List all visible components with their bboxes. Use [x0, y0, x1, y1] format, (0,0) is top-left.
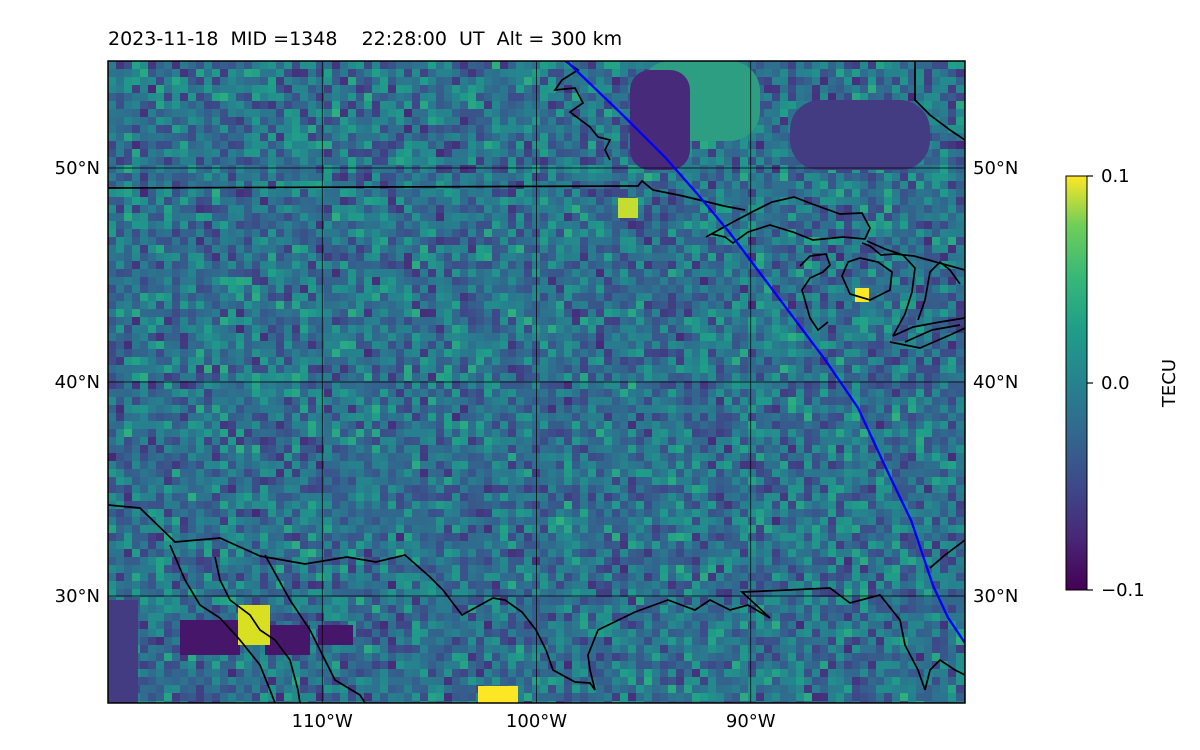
lat-tick-label-left: 40°N: [55, 372, 100, 393]
boundaries: [108, 61, 965, 703]
lake-shore: [904, 324, 961, 343]
y-axis-labels: 30°N 30°N 40°N 40°N 50°N 50°N: [55, 158, 1019, 607]
great-lakes: [705, 196, 871, 245]
map-frame: [107, 60, 966, 704]
lake-michigan: [866, 240, 916, 337]
lake-erie: [892, 317, 965, 337]
bright-patch: [618, 198, 638, 218]
x-axis-labels: 110°W 100°W 90°W: [292, 711, 776, 732]
michigan-shore: [861, 242, 965, 271]
lon-tick-label: 90°W: [726, 711, 776, 732]
lat-tick-label-right: 50°N: [973, 158, 1018, 179]
lower-michigan: [841, 257, 893, 301]
baja: [214, 556, 301, 703]
florida: [924, 658, 965, 691]
dark-patch: [108, 600, 138, 703]
colorbar-ticks: 0.1 0.0 −0.1: [1087, 166, 1145, 601]
tec-heatmap: [108, 61, 965, 703]
hudson-east: [914, 61, 965, 141]
lon-tick-label: 100°W: [506, 711, 567, 732]
mexico-us-border: [108, 504, 596, 691]
colorbar: 0.1 0.0 −0.1 TECU: [1065, 166, 1180, 601]
colorbar-gradient: [1065, 175, 1088, 591]
dark-patch: [790, 100, 930, 170]
us-canada-border: [108, 179, 746, 211]
baja-gulf: [169, 544, 276, 703]
gulf-coast: [587, 587, 926, 691]
dark-patch: [265, 625, 310, 655]
dark-patch: [180, 620, 240, 655]
hudson-bay-coast: [553, 61, 612, 161]
bright-patch: [238, 605, 270, 645]
dark-patch: [630, 70, 690, 170]
lon-tick-label: 110°W: [292, 711, 353, 732]
atlantic-coast: [929, 539, 965, 569]
lake-superior-w: [799, 253, 831, 332]
colorbar-label: TECU: [1159, 359, 1180, 408]
plot-title: 2023-11-18 MID =1348 22:28:00 UT Alt = 3…: [108, 28, 623, 50]
satellite-track: [565, 61, 965, 644]
lat-tick-label-left: 30°N: [55, 586, 100, 607]
colorbar-tick-label: −0.1: [1101, 580, 1145, 601]
mexico-pacific: [264, 554, 366, 703]
colorbar-tick-label: 0.1: [1101, 166, 1130, 187]
graticule: [108, 61, 965, 703]
lake-huron: [889, 327, 965, 349]
dark-patch: [318, 625, 353, 645]
bright-patch: [478, 686, 518, 703]
colorbar-tick-label: 0.0: [1101, 373, 1130, 394]
lat-tick-label-right: 40°N: [973, 372, 1018, 393]
lat-tick-label-right: 30°N: [973, 586, 1018, 607]
georgian-bay: [917, 260, 961, 321]
smooth-patches: [108, 61, 930, 703]
lat-tick-label-left: 50°N: [55, 158, 100, 179]
